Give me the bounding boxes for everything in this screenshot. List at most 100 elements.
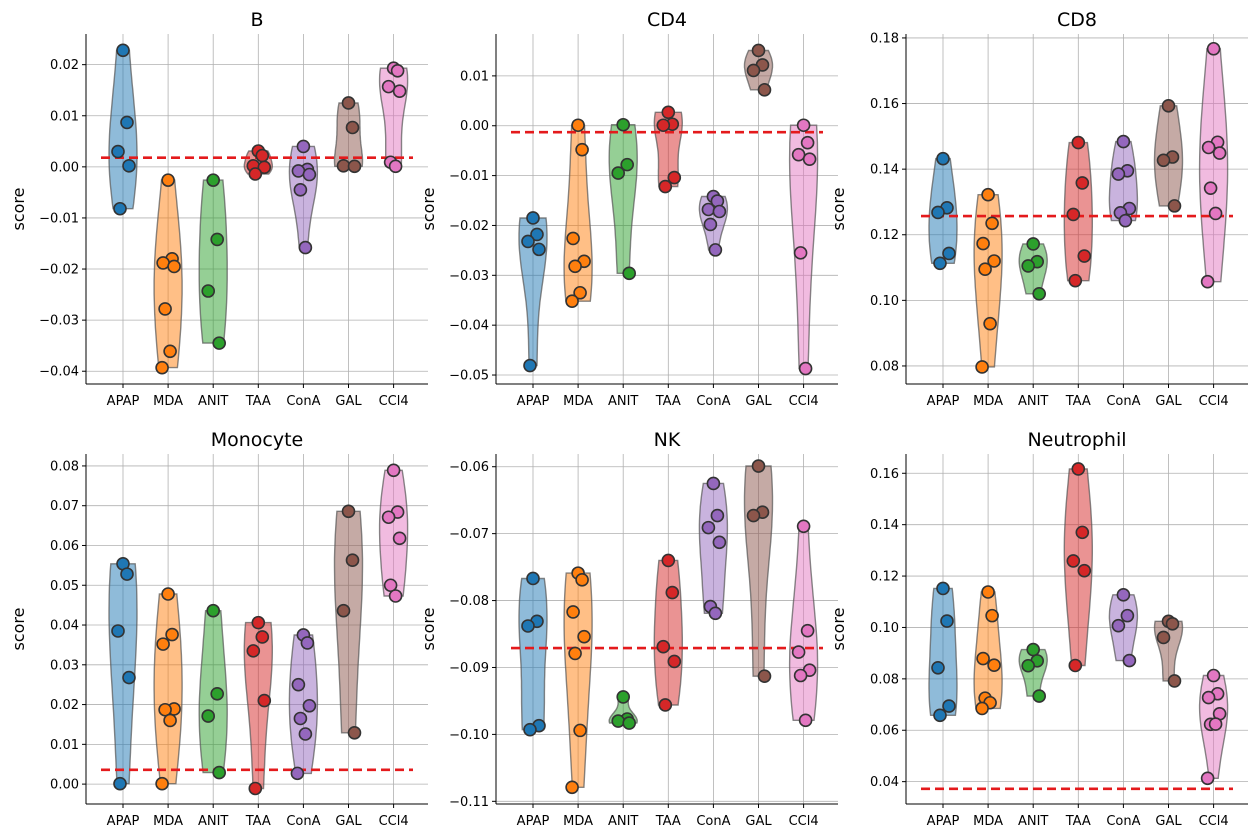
x-tick-label: MDA bbox=[153, 814, 183, 829]
data-point bbox=[155, 776, 169, 791]
data-point bbox=[566, 231, 580, 246]
data-point bbox=[210, 687, 224, 701]
data-point bbox=[341, 96, 356, 110]
data-point bbox=[155, 360, 169, 375]
x-tick-label: ConA bbox=[696, 394, 730, 409]
y-tick-label: 0.07 bbox=[50, 499, 79, 514]
data-point bbox=[710, 508, 725, 523]
data-point bbox=[712, 535, 727, 550]
data-point bbox=[1068, 658, 1083, 673]
data-point bbox=[341, 504, 356, 519]
x-tick-label: APAP bbox=[517, 394, 550, 409]
data-point bbox=[521, 234, 535, 249]
x-tick-label: GAL bbox=[335, 394, 362, 409]
data-point bbox=[975, 360, 989, 374]
data-point bbox=[1200, 274, 1215, 289]
data-point bbox=[573, 285, 587, 300]
violin-ccl4 bbox=[1198, 48, 1229, 283]
data-point bbox=[611, 714, 626, 728]
data-point bbox=[210, 232, 224, 247]
data-point bbox=[257, 160, 272, 175]
x-tick-label: TAA bbox=[245, 814, 271, 829]
data-point bbox=[658, 179, 673, 194]
data-point bbox=[246, 644, 261, 658]
panel-b: −0.04 −0.03 −0.02 −0.01 0.00 0.01 0.02 APAP MDA A… bbox=[9, 9, 428, 409]
x-tick-label: TAA bbox=[1065, 814, 1091, 829]
data-point bbox=[1111, 618, 1126, 633]
data-point bbox=[793, 246, 808, 260]
y-axis-label: score bbox=[419, 188, 438, 231]
y-tick-label: 0.08 bbox=[870, 359, 899, 374]
data-point bbox=[661, 105, 676, 120]
data-point bbox=[388, 589, 403, 603]
data-point bbox=[796, 118, 811, 133]
x-tick-label: ConA bbox=[1106, 814, 1140, 829]
violin-anit bbox=[198, 179, 228, 344]
data-point bbox=[571, 118, 585, 133]
data-point bbox=[751, 459, 766, 473]
data-point bbox=[1111, 167, 1126, 181]
data-point bbox=[158, 702, 172, 717]
x-tick-label: ConA bbox=[696, 814, 730, 829]
data-point bbox=[746, 63, 761, 78]
data-point bbox=[392, 84, 407, 99]
data-point bbox=[706, 476, 721, 491]
data-point bbox=[302, 698, 317, 713]
data-point bbox=[1201, 140, 1216, 155]
y-tick-label: 0.00 bbox=[50, 778, 79, 793]
y-axis-label: score bbox=[419, 608, 438, 651]
data-point bbox=[290, 766, 305, 781]
data-point bbox=[521, 619, 535, 633]
data-point bbox=[575, 573, 589, 587]
data-point bbox=[345, 553, 360, 567]
data-point bbox=[656, 639, 671, 654]
data-point bbox=[1201, 690, 1216, 705]
data-point bbox=[336, 603, 351, 618]
violin-apap bbox=[108, 49, 138, 210]
y-tick-label: 0.12 bbox=[870, 570, 899, 585]
y-tick-label: 0.08 bbox=[870, 672, 899, 687]
y-tick-label: 0.18 bbox=[870, 31, 899, 46]
data-point bbox=[156, 256, 170, 270]
data-point bbox=[532, 242, 546, 257]
y-tick-label: −0.05 bbox=[449, 369, 489, 384]
data-point bbox=[573, 723, 587, 738]
y-tick-label: −0.06 bbox=[449, 460, 489, 475]
x-tick-label: ConA bbox=[286, 814, 320, 829]
data-point bbox=[156, 637, 170, 651]
y-axis-label: score bbox=[829, 608, 848, 651]
data-point bbox=[565, 294, 579, 309]
x-tick-label: ANIT bbox=[1018, 394, 1048, 409]
data-point bbox=[1116, 588, 1131, 602]
data-point bbox=[201, 284, 215, 298]
data-point bbox=[1208, 206, 1223, 221]
data-point bbox=[793, 668, 808, 683]
data-point bbox=[800, 623, 815, 638]
data-point bbox=[1066, 207, 1081, 222]
x-tick-label: GAL bbox=[1155, 394, 1182, 409]
data-point bbox=[940, 614, 954, 628]
data-point bbox=[757, 83, 772, 97]
data-point bbox=[381, 510, 396, 525]
data-point bbox=[931, 661, 945, 675]
y-tick-label: 0.02 bbox=[50, 58, 79, 73]
data-point bbox=[1161, 99, 1176, 113]
data-point bbox=[1075, 525, 1090, 540]
x-tick-label: MDA bbox=[973, 814, 1003, 829]
data-point bbox=[122, 670, 136, 685]
data-point bbox=[622, 716, 637, 730]
data-point bbox=[386, 463, 401, 478]
data-point bbox=[113, 201, 127, 216]
y-tick-label: −0.08 bbox=[449, 594, 489, 609]
data-point bbox=[526, 211, 540, 225]
x-tick-label: APAP bbox=[107, 394, 140, 409]
y-tick-label: 0.01 bbox=[50, 109, 79, 124]
data-point bbox=[565, 780, 579, 795]
y-tick-label: −0.04 bbox=[449, 319, 489, 334]
data-point bbox=[347, 159, 362, 174]
data-point bbox=[757, 669, 772, 683]
y-tick-label: 0.10 bbox=[870, 294, 899, 309]
data-point bbox=[293, 711, 308, 726]
data-point bbox=[1071, 462, 1086, 476]
panel-title: Neutrophil bbox=[1027, 429, 1126, 451]
